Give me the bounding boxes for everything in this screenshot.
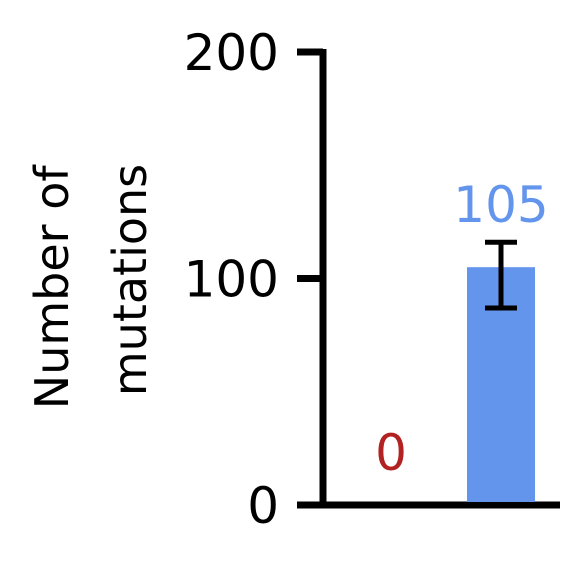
y-axis-title-line-1: Number of (25, 164, 79, 410)
y-ticks: 0 100 200 (184, 24, 323, 535)
y-axis-title: Number of mutations (25, 151, 157, 409)
error-bars (485, 239, 517, 311)
data-labels: 0 105 (375, 176, 549, 482)
data-label: 105 (453, 176, 548, 234)
y-tick-label: 200 (184, 24, 279, 82)
y-tick-label: 0 (247, 477, 279, 535)
data-label: 0 (375, 424, 407, 482)
y-tick-label: 100 (184, 251, 279, 309)
y-axis-title-line-2: mutations (103, 164, 157, 396)
